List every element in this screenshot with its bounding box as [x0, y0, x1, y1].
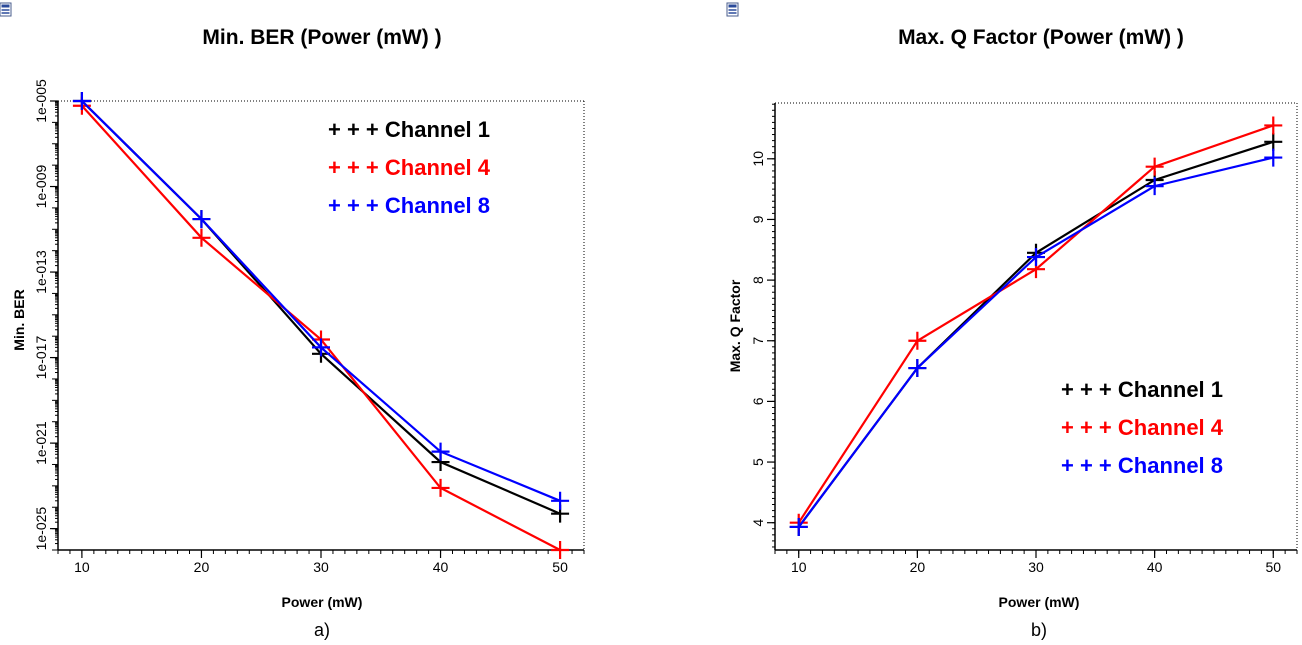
data-point-marker	[1027, 248, 1045, 267]
panel-caption: a)	[314, 620, 330, 640]
y-tick-label: 9	[750, 215, 766, 223]
data-point-marker	[1264, 116, 1283, 135]
y-tick-label: 1e-025	[33, 507, 49, 551]
y-tick-label: 1e-017	[33, 336, 49, 380]
x-tick-label: 30	[1028, 559, 1044, 575]
y-tick-label: 10	[750, 151, 766, 167]
x-tick-label: 40	[1147, 559, 1163, 575]
x-tick-label: 10	[74, 559, 90, 575]
data-point-marker	[312, 338, 330, 357]
x-tick-label: 50	[1265, 559, 1281, 575]
legend-entry: + + + Channel 4	[1061, 415, 1224, 440]
x-axis-label: Power (mW)	[999, 594, 1080, 610]
chart-b: Max. Q Factor (Power (mW) ) Power (mW) M…	[726, 2, 1298, 640]
x-tick-label: 10	[791, 559, 807, 575]
y-tick-label: 5	[750, 458, 766, 466]
legend-entry: + + + Channel 4	[328, 155, 491, 180]
data-point-marker	[1264, 132, 1283, 151]
data-point-marker	[551, 541, 570, 559]
x-tick-label: 50	[552, 559, 568, 575]
y-tick-label: 1e-005	[33, 79, 49, 123]
data-point-marker	[431, 478, 450, 497]
y-tick-label: 1e-013	[33, 250, 49, 294]
data-point-marker	[192, 228, 211, 247]
legend-entry: + + + Channel 8	[1061, 453, 1223, 478]
data-point-marker	[789, 517, 808, 536]
chart-title: Min. BER (Power (mW) )	[202, 26, 441, 49]
data-point-marker	[192, 210, 211, 229]
chart-window-icon	[0, 2, 12, 17]
data-point-marker	[551, 491, 570, 510]
data-point-marker	[908, 331, 927, 350]
y-tick-label: 4	[750, 519, 766, 527]
x-tick-label: 30	[313, 559, 329, 575]
plot-area: 10 20 30 40 50 1e-005 1e-009 1e-013 1e-017 1e-021…	[33, 79, 585, 575]
x-tick-label: 40	[433, 559, 449, 575]
chart-title: Max. Q Factor (Power (mW) )	[898, 26, 1184, 49]
plot-area: 10 20 30 40 50 4 5 6 7 8 9 10 + + + Channel 1 + + + C…	[750, 102, 1298, 575]
x-axis-label: Power (mW)	[282, 594, 363, 610]
y-axis-label: Max. Q Factor	[727, 279, 743, 372]
y-tick-label: 1e-009	[33, 165, 49, 209]
data-point-marker	[431, 442, 450, 461]
data-point-marker	[72, 92, 91, 110]
y-tick-label: 1e-021	[33, 421, 49, 465]
data-point-marker	[908, 359, 927, 378]
panel-caption: b)	[1031, 620, 1047, 640]
data-point-marker	[1264, 148, 1283, 167]
legend-entry: + + + Channel 1	[1061, 377, 1223, 402]
legend-entry: + + + Channel 8	[328, 193, 490, 218]
x-tick-label: 20	[194, 559, 210, 575]
data-point-marker	[1145, 157, 1164, 176]
data-point-marker	[1145, 177, 1164, 196]
x-tick-label: 20	[910, 559, 926, 575]
y-tick-label: 8	[750, 276, 766, 284]
y-tick-label: 7	[750, 337, 766, 345]
y-axis-label: Min. BER	[11, 289, 27, 350]
legend-entry: + + + Channel 1	[328, 117, 490, 142]
y-tick-label: 6	[750, 397, 766, 405]
chart-a: Min. BER (Power (mW) ) Power (mW) Min. B…	[0, 2, 585, 640]
chart-window-icon	[726, 2, 739, 17]
